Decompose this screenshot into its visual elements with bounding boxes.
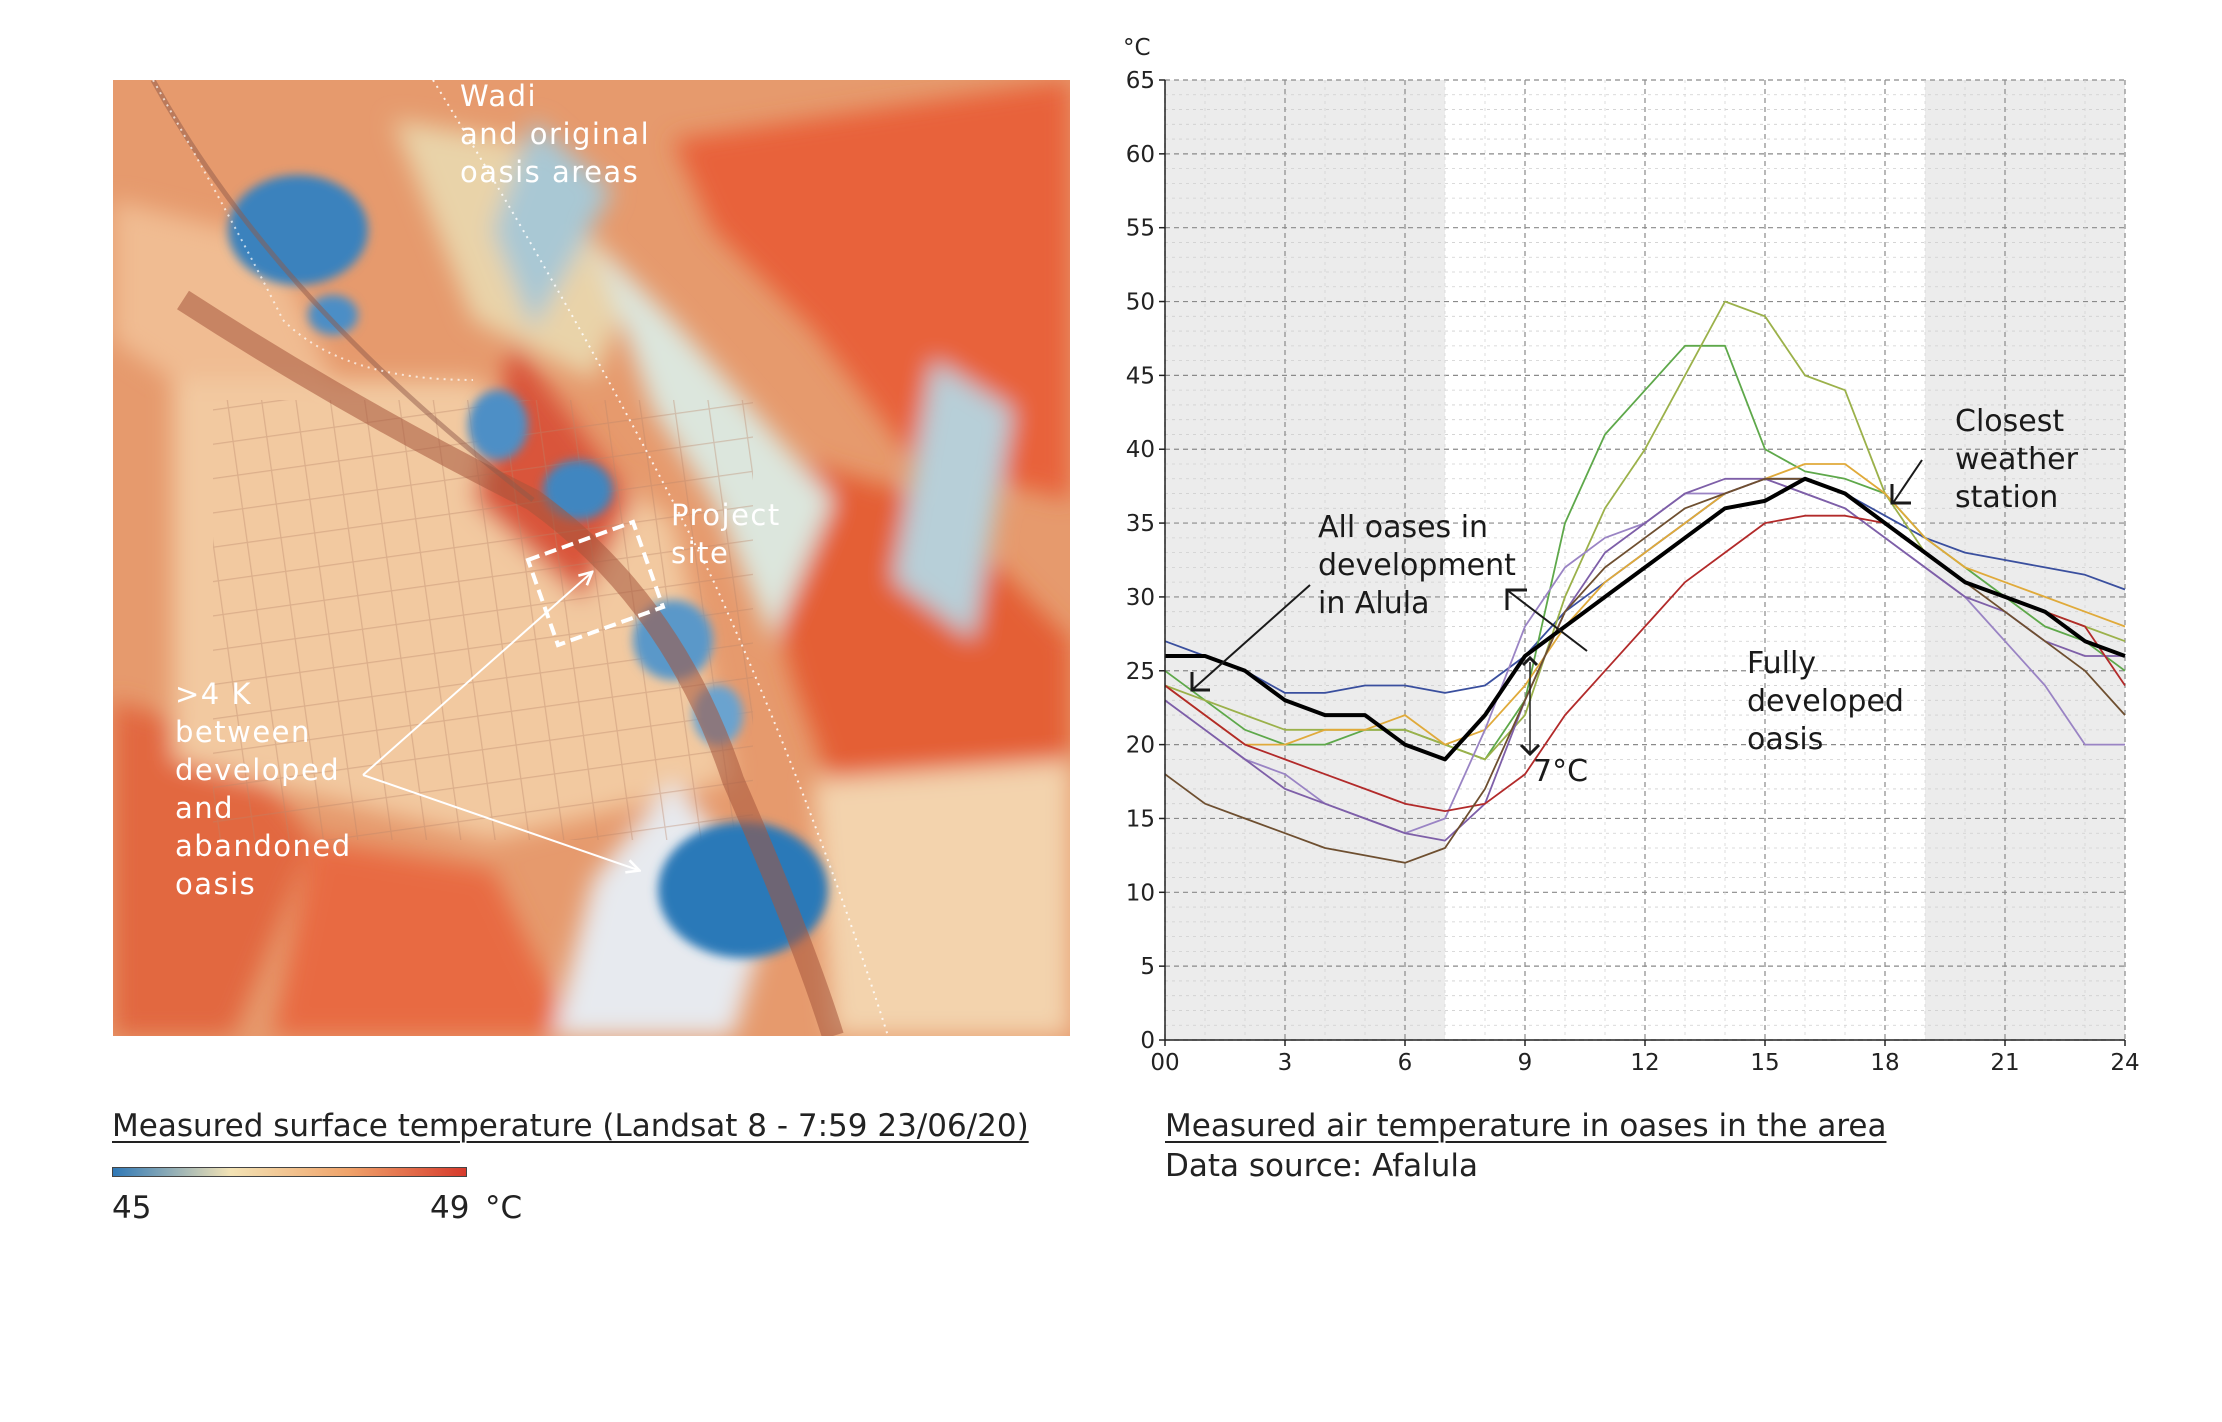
y-tick-label: 10 [1126,880,1155,906]
annotation-arrow [1890,484,1911,505]
wadi-label: Wadi and original oasis areas [460,80,661,189]
y-tick-label: 35 [1126,511,1155,537]
project-site-outline [525,519,666,648]
air-temperature-chart: All oases in development in Alula Closes… [1123,35,2140,1076]
y-tick-label: 20 [1126,733,1155,759]
chart-caption: Measured air temperature in oases in the… [1165,1108,1887,1144]
scale-min-label: 45 [112,1190,152,1226]
x-tick-label: 24 [2110,1050,2139,1076]
chart-source: Data source: Afalula [1165,1148,1478,1184]
y-tick-label: 40 [1126,437,1155,463]
scale-max-label: 49 [430,1190,470,1226]
annotation-arrow [1505,588,1527,610]
x-tick-label: 00 [1150,1050,1179,1076]
fully-developed-annotation: Fully developed oasis [1747,646,1914,757]
night-shading [1925,80,2125,1040]
x-tick-label: 12 [1630,1050,1659,1076]
delta-annotation: 7°C [1533,754,1588,789]
y-tick-label: 45 [1126,363,1155,389]
x-tick-label: 6 [1398,1050,1413,1076]
x-tick-label: 15 [1750,1050,1779,1076]
all-oases-annotation: All oases in development in Alula [1318,510,1525,621]
annotation-arrow [1521,655,1539,667]
map-caption: Measured surface temperature (Landsat 8 … [112,1108,1029,1144]
night-shading [1165,80,1445,1040]
x-tick-label: 3 [1278,1050,1293,1076]
annotation-arrow [1519,743,1541,757]
y-tick-label: 30 [1126,585,1155,611]
series-line-9 [1165,476,2126,762]
y-tick-label: 60 [1126,142,1155,168]
series-line-4 [1164,463,2126,746]
color-scale-bar [112,1167,467,1177]
y-tick-label: 55 [1126,216,1155,242]
x-tick-label: 9 [1518,1050,1533,1076]
project-site-label: Project site [671,498,791,570]
y-tick-label: 25 [1126,659,1155,685]
temperature-delta-label: >4 K between developed and abandoned oas… [175,677,362,901]
y-unit-label: °C [1123,35,1151,61]
x-tick-label: 21 [1990,1050,2019,1076]
scale-unit-label: °C [485,1190,523,1226]
closest-station-annotation: Closest weather station [1955,404,2088,515]
y-tick-label: 5 [1140,954,1155,980]
map-arrow [362,573,591,776]
series-line-6 [1164,477,2125,842]
annotation-arrow [1506,589,1588,652]
y-tick-label: 15 [1126,806,1155,832]
annotation-arrow [1190,672,1210,692]
y-tick-label: 65 [1126,68,1155,94]
annotation-arrow [1892,459,1923,504]
y-tick-label: 50 [1126,290,1155,316]
y-tick-label: 0 [1140,1028,1155,1054]
map-arrow [362,774,638,870]
x-tick-label: 18 [1870,1050,1899,1076]
annotation-arrow [1191,584,1311,691]
surface-temperature-map: Wadi and original oasis areas Project si… [113,80,1070,1036]
